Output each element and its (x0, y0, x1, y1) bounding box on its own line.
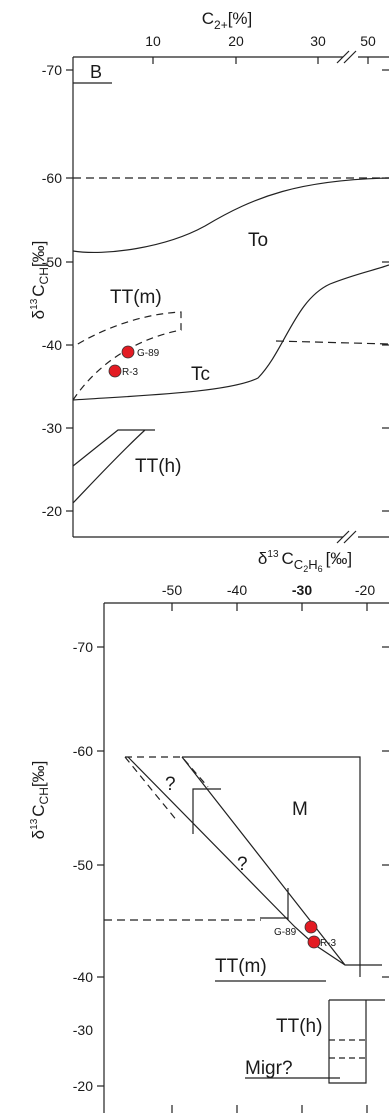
panel-b-region-label: Tc (191, 364, 210, 385)
panel-b-region-label: TT(m) (110, 287, 162, 308)
panel-bottom-m-field (182, 756, 361, 977)
panel-bottom-y-tick-label: -60 (73, 743, 93, 759)
panel-b-tc-upper-curve (72, 264, 389, 401)
panel-bottom-y-tick-label: -70 (73, 639, 93, 655)
panel-bottom-tt-h-box (328, 999, 385, 1084)
panel-bottom-x-ticks-top (171, 603, 368, 611)
panel-b-y-tick-label: -60 (42, 170, 62, 186)
panel-b: B C2+[%] 10 20 30 50 (29, 9, 389, 544)
panel-b-region-label: To (248, 230, 268, 251)
panel-bottom-y-axis-title: δ13CCH[‰] (29, 761, 51, 840)
panel-b-sample-label-r3: R-3 (122, 367, 139, 378)
panel-b-x-tick-label: 30 (310, 33, 326, 49)
panel-b-sample-point-g89 (121, 345, 135, 359)
panel-b-y-axis-title: δ13CCH[‰] (29, 241, 51, 320)
panel-bottom-x-tick-label: -50 (162, 582, 182, 598)
panel-b-label: B (90, 62, 102, 82)
panel-bottom-y-tick-label: -50 (73, 857, 93, 873)
panel-b-bottom-axis-break (336, 530, 357, 544)
panel-bottom-x-tick-label: -30 (292, 582, 312, 598)
panel-bottom-y-ticks (97, 646, 389, 1087)
panel-b-x-ticks (152, 57, 369, 64)
panel-b-top-axis-break (336, 50, 357, 64)
panel-bottom-y-tick-label: -30 (73, 1022, 93, 1038)
panel-bottom-x-axis-title: δ13 CC2H6[‰] (258, 549, 352, 574)
panel-b-x-tick-label: 10 (145, 33, 161, 49)
panel-b-x-tick-label: 20 (228, 33, 244, 49)
panel-b-x-tick-label: 50 (360, 33, 376, 49)
panel-b-sample-label-g89: G-89 (137, 348, 160, 359)
panel-bottom-q1-dashed-field (124, 756, 209, 823)
panel-b-region-label: TT(h) (135, 456, 181, 477)
panel-bottom-sample-label-r3: R-3 (320, 938, 337, 949)
panel-b-y-tick-label: -50 (42, 254, 62, 270)
panel-bottom-region-label: ? (165, 774, 176, 795)
panel-bottom-main-band (127, 756, 382, 966)
panel-bottom-q2-box (192, 788, 289, 920)
panel-bottom-x-tick-label: -40 (227, 582, 247, 598)
panel-b-y-tick-label: -70 (42, 62, 62, 78)
panel-bottom-region-label: Migr? (245, 1058, 293, 1079)
panel-bottom-region-label: M (292, 799, 308, 820)
panel-bottom-x-ticks-bottom (171, 1105, 368, 1113)
panel-bottom-y-tick-label: -40 (73, 969, 93, 985)
panel-b-tt-m-field (72, 311, 182, 401)
panel-bottom-region-label: TT(h) (276, 1016, 322, 1037)
panel-bottom-sample-point-g89 (304, 920, 318, 934)
panel-bottom-sample-point-r3 (307, 935, 321, 949)
panel-b-tc-dashed-boundary (275, 340, 389, 345)
panel-b-sample-point-r3 (108, 364, 122, 378)
panel-b-to-upper-curve (72, 177, 389, 254)
panel-b-tt-h-field (72, 429, 155, 504)
panel-b-x-axis-title: C2+[%] (202, 9, 253, 32)
panel-bottom-sample-label-g89: G-89 (274, 927, 297, 938)
panel-b-y-tick-label: -40 (42, 337, 62, 353)
panel-b-y-tick-label: -20 (42, 503, 62, 519)
panel-bottom: δ13 CC2H6[‰] -50 -40 -30 -20 (29, 549, 389, 1113)
panel-b-y-tick-label: -30 (42, 420, 62, 436)
panel-bottom-y-tick-label: -20 (73, 1078, 93, 1094)
panel-bottom-x-tick-label: -20 (355, 582, 375, 598)
panel-bottom-region-label: TT(m) (215, 956, 267, 977)
panel-bottom-region-label: ? (237, 854, 248, 875)
